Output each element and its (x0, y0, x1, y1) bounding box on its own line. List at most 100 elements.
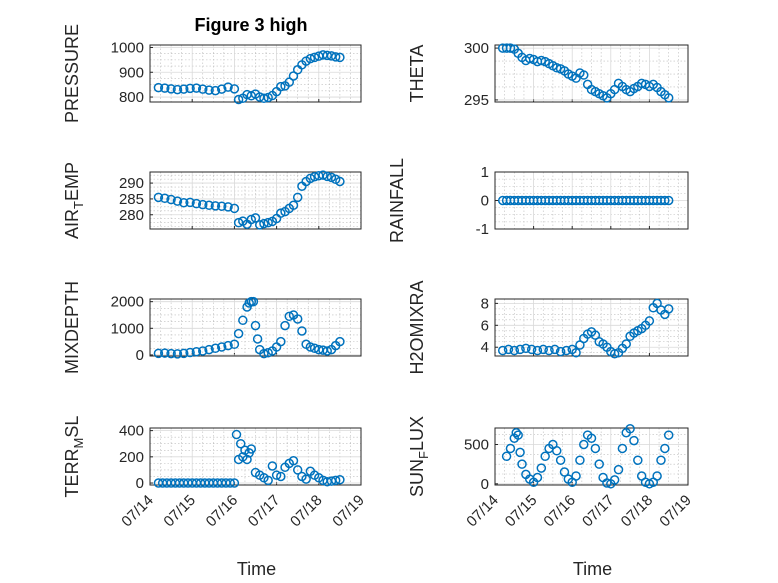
data-point (263, 475, 273, 486)
plot-border (494, 171, 689, 230)
data-point (288, 456, 299, 466)
data-point (235, 438, 246, 449)
data-point (246, 444, 257, 454)
subplot-1: 800 900 1000 PRESSURE (62, 24, 362, 123)
data-point (166, 348, 176, 359)
data-point (613, 464, 624, 475)
data-point (284, 77, 295, 87)
x-tick-label: 07/17 (579, 492, 618, 531)
data-point (248, 296, 259, 307)
y-tick-label: 0 (481, 476, 489, 493)
data-point (276, 81, 286, 92)
data-point (250, 213, 261, 223)
data-point (575, 455, 585, 465)
subplot-4: -1 0 1 RAINFALL (387, 158, 689, 243)
subplot-2: 295 300 THETA (407, 40, 689, 109)
data-point (185, 83, 195, 94)
data-point (555, 455, 566, 465)
data-point (191, 346, 202, 357)
x-tick-label: 07/15 (502, 492, 541, 531)
y-tick-label: -1 (476, 221, 489, 238)
data-point (254, 220, 265, 230)
data-point (250, 320, 261, 331)
data-point (559, 467, 570, 477)
data-point (540, 451, 550, 462)
data-point (244, 298, 254, 308)
data-point (292, 465, 303, 475)
x-tick-label: 07/15 (160, 492, 199, 531)
y-tick-label: 900 (119, 64, 144, 81)
data-point (172, 349, 183, 359)
data-point (160, 348, 170, 358)
y-axis-label: SUNFLUX (407, 416, 431, 497)
y-tick-label: 0 (481, 193, 489, 210)
data-point (629, 435, 639, 446)
subplot-7: 07/14 07/15 07/16 07/17 07/18 07/19 0 200 400 TER… (62, 416, 368, 579)
data-point (532, 345, 543, 356)
x-tick-label: 07/18 (618, 492, 657, 531)
data-point (292, 314, 303, 324)
x-tick-label: 07/16 (540, 492, 579, 531)
y-tick-label: 290 (119, 175, 144, 192)
data-point (586, 433, 597, 443)
plot-border (494, 298, 689, 357)
data-point (160, 193, 170, 204)
data-point (335, 176, 345, 187)
subplot-8: 07/14 07/15 07/16 07/17 07/18 07/19 0 500 SUNFLU… (407, 416, 695, 579)
y-axis-label: RAINFALL (387, 158, 407, 243)
data-point (153, 348, 164, 359)
data-point (204, 85, 214, 95)
data-point (602, 478, 612, 488)
data-point (663, 195, 674, 206)
data-point (505, 43, 516, 53)
data-point (536, 463, 547, 473)
data-point (179, 84, 189, 94)
data-point (594, 459, 604, 469)
data-point (263, 217, 273, 228)
data-point (555, 346, 566, 357)
data-point (571, 471, 581, 481)
data-point (561, 345, 572, 356)
data-point (579, 439, 589, 450)
data-point (305, 342, 316, 352)
y-tick-label: 1 (481, 164, 489, 181)
data-point (160, 83, 170, 93)
data-point (652, 471, 662, 481)
data-point (663, 93, 674, 103)
data-point (571, 347, 581, 358)
data-point (267, 461, 278, 471)
y-tick-label: 200 (119, 449, 144, 466)
data-point (301, 474, 311, 484)
data-point (552, 63, 562, 73)
data-point (276, 336, 286, 347)
data-point (185, 347, 195, 358)
data-point (210, 85, 221, 96)
data-point (497, 345, 508, 356)
data-point (292, 192, 303, 203)
x-tick-label: 07/16 (203, 492, 242, 531)
y-tick-label: 6 (481, 317, 489, 334)
plot-border (149, 427, 362, 486)
data-point (225, 478, 235, 488)
data-point (663, 304, 674, 314)
data-point (550, 344, 560, 355)
data-point (513, 430, 523, 440)
y-axis-label: H2OMIXRA (407, 280, 427, 374)
data-point (216, 84, 227, 94)
y-tick-label: 0 (136, 347, 144, 364)
data-point (609, 475, 620, 485)
data-point (288, 71, 299, 81)
y-tick-label: 8 (481, 295, 489, 312)
x-tick-label: 07/19 (656, 492, 695, 531)
x-tick-label: 07/18 (287, 492, 326, 531)
data-point (191, 83, 202, 93)
data-point (509, 345, 520, 356)
y-tick-label: 400 (119, 423, 144, 440)
x-tick-label: 07/19 (329, 492, 368, 531)
plot-border (149, 44, 362, 103)
y-tick-label: 500 (464, 437, 489, 454)
data-point (223, 82, 233, 92)
data-point (656, 455, 666, 465)
data-point (216, 201, 227, 211)
